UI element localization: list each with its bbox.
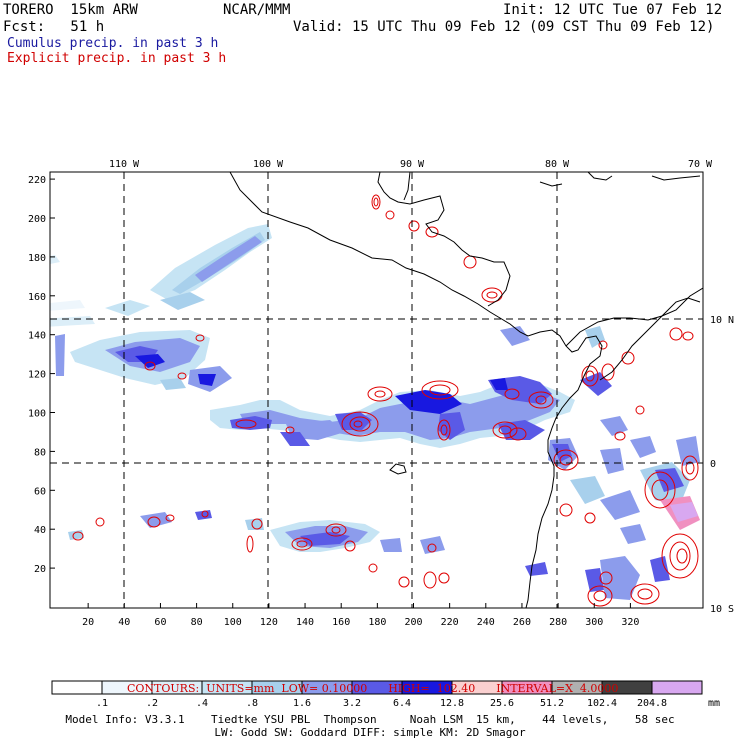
colorbar-swatch xyxy=(51,680,103,695)
latitude-label: 10 N xyxy=(710,315,734,326)
contour-interval: INTERVAL=X 4.0000 xyxy=(496,682,619,695)
x-tick-label: 180 xyxy=(368,617,386,628)
model-info-line1: Model Info: V3.3.1 Tiedtke YSU PBL Thomp… xyxy=(65,713,675,726)
x-tick-label: 40 xyxy=(118,617,130,628)
map-frame xyxy=(49,171,704,609)
longitude-label: 90 W xyxy=(400,159,425,170)
y-tick-label: 80 xyxy=(34,447,46,458)
y-tick-label: 20 xyxy=(34,564,46,575)
colorbar-label: 6.4 xyxy=(393,698,411,709)
x-tick-label: 80 xyxy=(191,617,203,628)
explicit-precip-contours xyxy=(72,194,699,607)
cumulus-precip-shading xyxy=(50,224,700,600)
colorbar-label: 102.4 xyxy=(587,698,617,709)
colorbar-label: .4 xyxy=(196,698,208,709)
y-tick-label: 120 xyxy=(28,370,46,381)
x-tick-label: 140 xyxy=(296,617,314,628)
lat-lon-grid xyxy=(50,172,703,608)
model-info-line2: LW: Godd SW: Goddard DIFF: simple KM: 2D… xyxy=(214,726,526,739)
model-title: TORERO 15km ARW xyxy=(3,2,138,18)
coastlines xyxy=(229,172,703,608)
init-time: Init: 12 UTC Tue 07 Feb 12 xyxy=(503,2,723,18)
colorbar-label: 3.2 xyxy=(343,698,361,709)
colorbar-label: .1 xyxy=(96,698,108,709)
longitude-label: 80 W xyxy=(545,159,570,170)
x-tick-label: 60 xyxy=(154,617,166,628)
y-tick-label: 180 xyxy=(28,253,46,264)
x-tick-label: 200 xyxy=(404,617,422,628)
y-tick-label: 40 xyxy=(34,525,46,536)
colorbar-label: 204.8 xyxy=(637,698,667,709)
x-tick-label: 240 xyxy=(477,617,495,628)
x-tick-label: 20 xyxy=(82,617,94,628)
forecast-hour: Fcst: 51 h xyxy=(3,19,105,35)
colorbar-label: 1.6 xyxy=(293,698,311,709)
colorbar-label: .2 xyxy=(146,698,158,709)
y-tick-label: 160 xyxy=(28,292,46,303)
latitude-label: 10 S xyxy=(710,604,734,615)
colorbar-label: .8 xyxy=(246,698,258,709)
latitude-label: 0 xyxy=(710,459,716,470)
colorbar-label: 25.6 xyxy=(490,698,514,709)
x-tick-label: 320 xyxy=(621,617,639,628)
x-tick-label: 280 xyxy=(549,617,567,628)
x-tick-label: 160 xyxy=(332,617,350,628)
y-tick-label: 140 xyxy=(28,331,46,342)
center-title: NCAR/MMM xyxy=(223,2,291,18)
y-tick-label: 60 xyxy=(34,486,46,497)
y-tick-label: 220 xyxy=(28,175,46,186)
longitude-label: 70 W xyxy=(688,159,713,170)
y-tick-label: 200 xyxy=(28,214,46,225)
contour-high: HIGH= 102.40 xyxy=(388,682,476,695)
contour-info: CONTOURS: UNITS=mm LOW= 0.10000 HIGH= 10… xyxy=(120,669,618,695)
valid-time: Valid: 15 UTC Thu 09 Feb 12 (09 CST Thu … xyxy=(293,19,715,35)
colorbar-swatch xyxy=(651,680,703,695)
x-tick-label: 100 xyxy=(224,617,242,628)
colorbar-unit: mm xyxy=(708,698,720,709)
colorbar-label: 51.2 xyxy=(540,698,564,709)
colorbar: .1 .2 .4 .8 1.6 3.2 6.4 12.8 25.6 51.2 102.4 204.8 m… xyxy=(51,680,720,709)
x-tick-label: 220 xyxy=(441,617,459,628)
colorbar-label: 12.8 xyxy=(440,698,464,709)
longitude-label: 100 W xyxy=(253,159,284,170)
y-tick-label: 100 xyxy=(28,409,46,420)
x-tick-label: 260 xyxy=(513,617,531,628)
x-tick-label: 300 xyxy=(585,617,603,628)
explicit-field-label: Explicit precip. in past 3 h xyxy=(7,51,227,66)
contour-label: CONTOURS: UNITS=mm LOW= 0.10000 xyxy=(127,682,368,695)
cumulus-field-label: Cumulus precip. in past 3 h xyxy=(7,36,219,51)
longitude-label: 110 W xyxy=(109,159,140,170)
x-tick-label: 120 xyxy=(260,617,278,628)
